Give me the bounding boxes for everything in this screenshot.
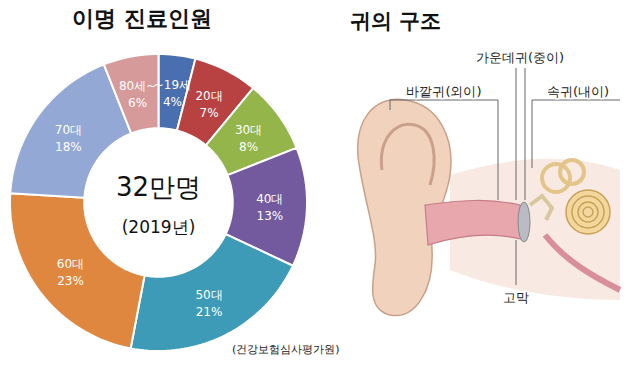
svg-text:32만명: 32만명 — [116, 172, 201, 202]
svg-text:80세~6%: 80세~6% — [119, 79, 156, 110]
svg-text:20대7%: 20대7% — [195, 89, 222, 120]
svg-text:바깥귀(외이): 바깥귀(외이) — [406, 84, 481, 99]
svg-text:고막: 고막 — [503, 290, 529, 305]
html-text:이명 진료인원: 이명 진료인원 — [72, 6, 212, 31]
svg-text:40대13%: 40대13% — [256, 192, 283, 223]
svg-text:가운데귀(중이): 가운데귀(중이) — [476, 50, 564, 65]
html-text:(건강보험심사평가원): (건강보험심사평가원) — [232, 343, 340, 356]
svg-text:70대18%: 70대18% — [55, 123, 82, 154]
svg-text:귀의 구조: 귀의 구조 — [350, 9, 441, 33]
svg-text:30대8%: 30대8% — [235, 123, 262, 154]
svg-text:60대23%: 60대23% — [57, 257, 84, 288]
svg-text:~19세4%: ~19세4% — [154, 78, 191, 109]
svg-text:50대21%: 50대21% — [195, 288, 222, 319]
svg-text:속귀(내이): 속귀(내이) — [547, 84, 609, 99]
svg-text:(2019년): (2019년) — [122, 217, 196, 237]
